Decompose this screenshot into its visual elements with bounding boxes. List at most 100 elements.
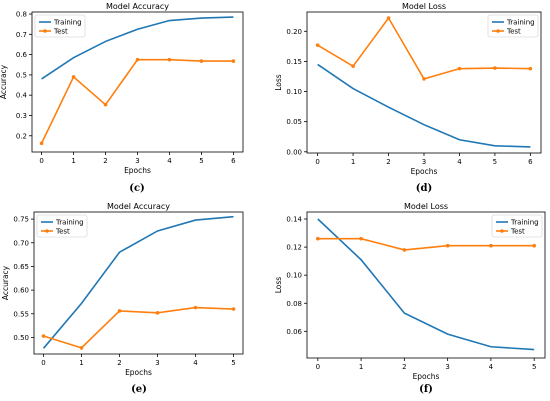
- y-tick-label: 0.50: [13, 334, 29, 342]
- chart-title: Model Accuracy: [107, 202, 170, 211]
- x-tick-label: 1: [79, 359, 83, 367]
- data-point-test: [231, 59, 236, 63]
- series-line-training: [41, 16, 234, 80]
- data-point-test: [532, 243, 536, 248]
- chart-title: Model Accuracy: [106, 2, 169, 11]
- x-tick-label: 1: [359, 363, 363, 371]
- chart-panel-f: Model Loss 0 1 2 3 4 5 0.06 0.08 0.10 0.12 0.14 Epoc…: [274, 202, 546, 395]
- legend-marker: [500, 229, 504, 233]
- y-tick-label: 0.55: [13, 310, 29, 318]
- x-tick-label: 2: [386, 158, 390, 166]
- y-tick-label: 0.12: [286, 244, 302, 252]
- chart-title: Model Loss: [402, 2, 446, 11]
- x-tick-label: 0: [41, 359, 45, 367]
- panel-caption: (c): [129, 183, 145, 194]
- series-line-test: [317, 237, 535, 251]
- legend-label-training: Training: [510, 219, 539, 227]
- series-line-training: [317, 63, 531, 148]
- legend-marker: [43, 29, 47, 33]
- data-point-test: [71, 75, 76, 79]
- y-tick-label: 0.14: [286, 216, 302, 224]
- legend-label-training: Training: [506, 19, 535, 27]
- x-tick-label: 1: [351, 158, 355, 166]
- legend-label-training: Training: [53, 19, 82, 27]
- y-tick-label: 0.75: [13, 216, 29, 224]
- y-tick-label: 0.00: [286, 148, 302, 156]
- x-tick-label: 4: [489, 363, 494, 371]
- panel-caption: (f): [419, 384, 433, 395]
- data-point-test: [193, 305, 198, 310]
- y-tick-label: 0.7: [16, 31, 27, 39]
- chart-panel-c: Model Accuracy 0 1 2 3 4 5 6 0.2 0.3 0.4 0.5 0.6 0.7 0…: [0, 2, 244, 194]
- x-axis-label: Epochs: [411, 167, 438, 176]
- data-point-test: [489, 243, 493, 248]
- data-point-test: [167, 57, 172, 62]
- data-point-test: [39, 141, 44, 146]
- y-axis-label: Loss: [274, 74, 283, 91]
- x-tick-label: 4: [457, 158, 462, 166]
- data-point-test: [422, 77, 426, 81]
- plot-frame: [33, 211, 244, 355]
- data-point-test: [135, 57, 140, 62]
- series-line-training: [42, 215, 234, 349]
- data-point-test: [231, 307, 236, 311]
- data-point-test: [315, 43, 320, 47]
- panel-caption: (d): [416, 183, 432, 194]
- x-tick-label: 3: [135, 157, 139, 165]
- y-tick-label: 0.08: [286, 300, 302, 308]
- data-point-test: [155, 311, 160, 315]
- y-axis-label: Loss: [274, 277, 283, 294]
- chart-panel-d: Model Loss 0 1 2 3 4 5 6 0.00 0.05 0.10 0.15 0.20 Epo…: [274, 2, 542, 194]
- data-point-test: [199, 59, 204, 63]
- legend-label-test: Test: [510, 228, 525, 236]
- y-axis-label: Accuracy: [0, 64, 8, 99]
- y-tick-label: 0.6: [16, 51, 28, 59]
- x-tick-label: 0: [315, 158, 319, 166]
- y-tick-label: 0.4: [16, 92, 28, 100]
- x-tick-label: 0: [316, 363, 320, 371]
- x-tick-label: 4: [167, 157, 172, 165]
- x-tick-label: 4: [193, 359, 198, 367]
- data-point-test: [402, 248, 407, 252]
- data-point-test: [359, 236, 363, 241]
- x-tick-label: 2: [117, 359, 121, 367]
- y-tick-label: 0.8: [16, 11, 27, 19]
- x-tick-label: 5: [532, 363, 536, 371]
- y-tick-label: 0.15: [286, 58, 302, 66]
- data-point-test: [528, 66, 533, 71]
- data-point-test: [351, 64, 355, 69]
- chart-title: Model Loss: [404, 202, 448, 211]
- legend-label-test: Test: [55, 228, 70, 236]
- y-tick-label: 0.5: [16, 71, 27, 79]
- panel-caption: (e): [131, 384, 147, 395]
- y-tick-label: 0.10: [286, 272, 302, 280]
- series-line-training: [317, 218, 535, 351]
- data-point-test: [117, 309, 122, 313]
- x-tick-label: 5: [231, 359, 235, 367]
- x-axis-label: Epochs: [125, 368, 152, 377]
- x-axis-label: Epochs: [413, 372, 440, 381]
- x-tick-label: 6: [528, 158, 533, 166]
- data-point-test: [386, 16, 391, 20]
- y-axis-label: Accuracy: [1, 265, 10, 300]
- x-tick-label: 3: [155, 359, 159, 367]
- x-tick-label: 0: [39, 157, 43, 165]
- y-tick-label: 0.65: [13, 263, 29, 271]
- x-tick-label: 5: [493, 158, 497, 166]
- x-tick-label: 1: [71, 157, 75, 165]
- series-line-test: [40, 58, 234, 144]
- chart-panel-e: Model Accuracy 0 1 2 3 4 5 0.50 0.55 0.60 0.65 0.70…: [1, 202, 244, 395]
- y-tick-label: 0.06: [286, 328, 302, 336]
- data-point-test: [493, 66, 497, 70]
- x-tick-label: 2: [402, 363, 406, 371]
- y-tick-label: 0.05: [286, 118, 302, 126]
- x-axis-label: Epochs: [124, 166, 151, 175]
- x-tick-label: 6: [231, 157, 236, 165]
- plot-frame: [306, 211, 546, 359]
- y-tick-label: 0.70: [13, 239, 29, 247]
